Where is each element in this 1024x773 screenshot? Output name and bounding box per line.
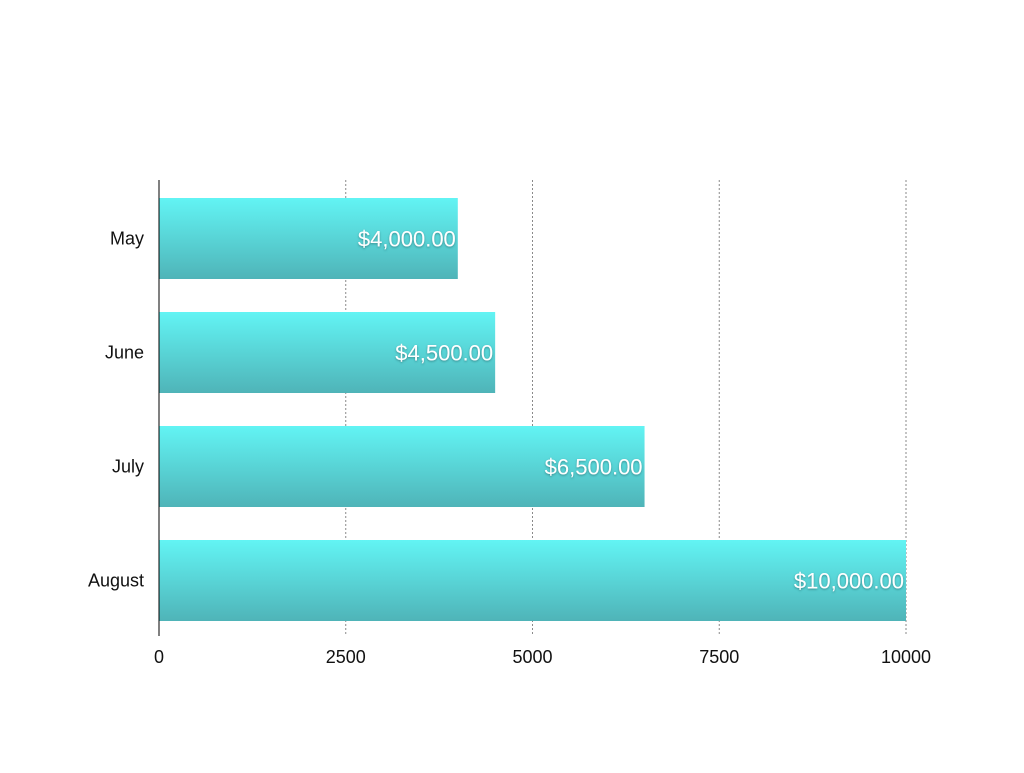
category-label-june: June bbox=[105, 343, 144, 363]
bar-july bbox=[159, 426, 645, 507]
bar-june bbox=[159, 312, 496, 393]
x-tick-label-7500: 7500 bbox=[699, 647, 739, 667]
x-tick-label-5000: 5000 bbox=[512, 647, 552, 667]
category-label-july: July bbox=[112, 457, 144, 477]
bars bbox=[159, 198, 906, 621]
x-tick-label-10000: 10000 bbox=[881, 647, 931, 667]
labels: May June July August 0 2500 5000 7500 10000 $4,00… bbox=[88, 227, 931, 668]
category-label-august: August bbox=[88, 571, 144, 591]
data-label-august: $10,000.00 bbox=[794, 569, 904, 594]
data-label-may: $4,000.00 bbox=[358, 227, 456, 252]
category-label-may: May bbox=[110, 229, 144, 249]
bar-may bbox=[159, 198, 458, 279]
data-label-july: $6,500.00 bbox=[545, 455, 643, 480]
x-tick-label-0: 0 bbox=[154, 647, 164, 667]
bar-august bbox=[159, 540, 906, 621]
data-label-june: $4,500.00 bbox=[395, 341, 493, 366]
x-tick-label-2500: 2500 bbox=[326, 647, 366, 667]
